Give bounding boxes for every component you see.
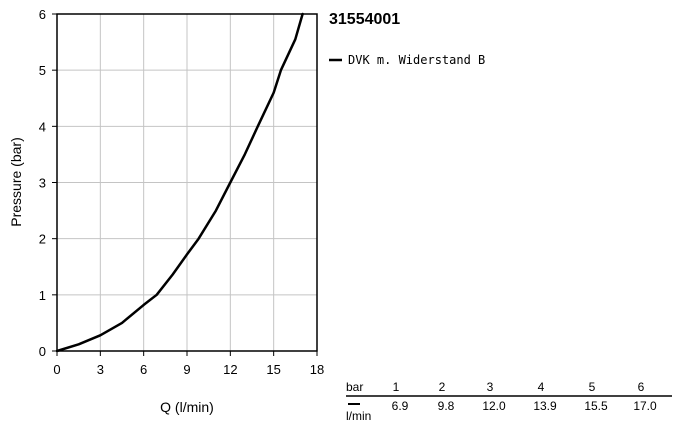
y-tick-label: 1: [39, 288, 46, 303]
x-tick-label: 18: [310, 362, 324, 377]
chart-title: 31554001: [329, 11, 400, 28]
table-row-label: l/min: [346, 409, 371, 423]
y-tick-label: 0: [39, 344, 46, 359]
y-axis-label: Pressure (bar): [8, 137, 24, 226]
x-axis-label: Q (l/min): [160, 399, 214, 415]
x-tick-label: 3: [97, 362, 104, 377]
table-lmin-value: 6.9: [392, 399, 409, 413]
y-tick-label: 3: [39, 176, 46, 191]
legend: DVK m. Widerstand B: [329, 53, 485, 67]
y-tick-label: 6: [39, 7, 46, 22]
table-bar-value: 4: [538, 380, 545, 394]
y-tick-label: 5: [39, 63, 46, 78]
table-lmin-value: 12.0: [482, 399, 506, 413]
grid-lines: [57, 14, 317, 351]
flow-table: bar l/min 1 2 3 4 5 6 6.9 9.8 12.0 13.9 15.5 17.0: [346, 380, 672, 423]
series-line-dvk: [55, 12, 304, 353]
table-bar-value: 3: [487, 380, 494, 394]
table-header-label: bar: [346, 380, 363, 394]
y-tick-label: 4: [39, 119, 46, 134]
table-lmin-value: 17.0: [633, 399, 657, 413]
x-tick-label: 6: [140, 362, 147, 377]
table-lmin-value: 9.8: [438, 399, 455, 413]
table-bar-values: 1 2 3 4 5 6: [393, 380, 645, 394]
y-tick-labels: 0 1 2 3 4 5 6: [39, 7, 46, 359]
x-tick-labels: 0 3 6 9 12 15 18: [53, 362, 324, 377]
x-tick-label: 15: [266, 362, 280, 377]
x-tick-label: 0: [53, 362, 60, 377]
table-lmin-values: 6.9 9.8 12.0 13.9 15.5 17.0: [392, 399, 657, 413]
y-tick-label: 2: [39, 232, 46, 247]
table-bar-value: 6: [638, 380, 645, 394]
table-lmin-value: 13.9: [533, 399, 557, 413]
axis-ticks: [52, 13, 318, 356]
x-tick-label: 9: [183, 362, 190, 377]
table-bar-value: 1: [393, 380, 400, 394]
legend-label: DVK m. Widerstand B: [348, 53, 485, 67]
table-lmin-value: 15.5: [584, 399, 608, 413]
table-bar-value: 5: [589, 380, 596, 394]
x-tick-label: 12: [223, 362, 237, 377]
table-bar-value: 2: [439, 380, 446, 394]
